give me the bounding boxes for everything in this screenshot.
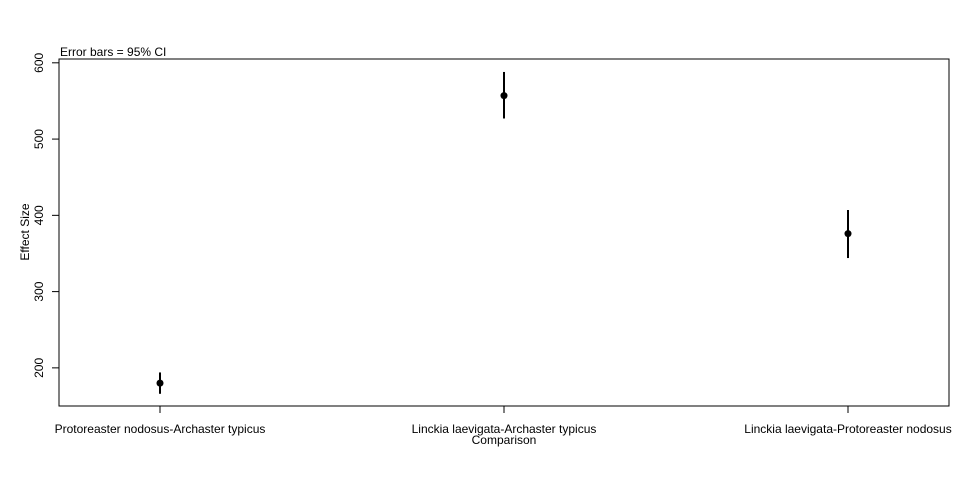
x-tick-label: Linckia laevigata-Protoreaster nodosus — [744, 422, 951, 436]
chart-annotation: Error bars = 95% CI — [60, 45, 166, 59]
data-point — [156, 379, 164, 387]
x-axis: Protoreaster nodosus-Archaster typicus Li… — [55, 406, 952, 436]
y-axis-title: Effect Size — [18, 203, 32, 260]
y-tick-label: 600 — [32, 52, 46, 72]
data-point — [844, 230, 852, 238]
y-axis: 200 300 400 500 600 — [32, 52, 59, 378]
x-tick-label: Linckia laevigata-Archaster typicus — [412, 422, 597, 436]
x-axis-title: Comparison — [472, 433, 537, 447]
y-tick-label: 500 — [32, 129, 46, 149]
y-tick-label: 200 — [32, 358, 46, 378]
y-tick-label: 400 — [32, 205, 46, 225]
data-marks — [156, 71, 852, 394]
x-tick-label: Protoreaster nodosus-Archaster typicus — [55, 422, 266, 436]
y-tick-label: 300 — [32, 281, 46, 301]
data-point — [500, 92, 508, 100]
